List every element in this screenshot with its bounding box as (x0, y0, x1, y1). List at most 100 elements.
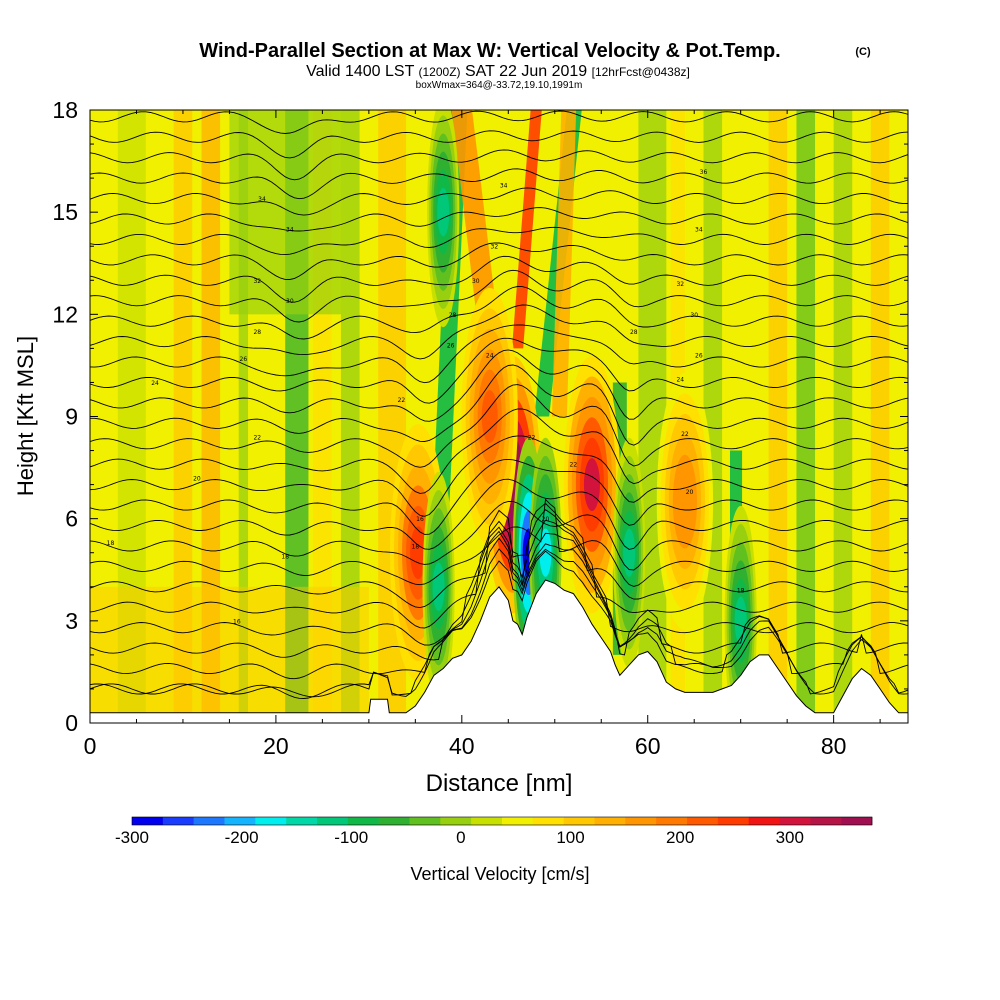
theta-contour-label: 18 (107, 540, 115, 547)
y-tick-label: 9 (65, 404, 78, 430)
theta-contour-line (90, 435, 908, 517)
y-axis-label: Height [Kft MSL] (13, 336, 38, 496)
theta-contour-label: 28 (449, 312, 457, 319)
updraft-cell (583, 458, 600, 512)
subtitle-forecast: [12hrFcst@0438z] (592, 65, 690, 79)
field-band (238, 110, 249, 723)
colorbar-ticks: -300 -200 -100 0 100 200 300 (115, 828, 804, 847)
theta-contour-line (90, 458, 908, 535)
downdraft-cell (432, 562, 445, 611)
colorbar-swatch (563, 817, 595, 825)
field-band (173, 110, 193, 723)
theta-contour-label: 36 (700, 169, 708, 176)
updraft-cell (410, 526, 427, 580)
theta-contour-line (90, 286, 908, 340)
theta-contour-line (90, 304, 908, 360)
theta-contour-label: 30 (286, 298, 294, 305)
theta-contour-label: 20 (542, 516, 550, 523)
downdraft-cell (539, 528, 552, 577)
field-band (117, 110, 146, 723)
field-background (90, 110, 908, 723)
subtitle-date: SAT 22 Jun 2019 (465, 63, 587, 80)
theta-contour-line (90, 349, 908, 422)
chart-title: Wind-Parallel Section at Max W: Vertical… (199, 40, 780, 62)
colorbar-swatch (841, 817, 873, 825)
downdraft-cell (623, 528, 636, 577)
theta-contour-label: 20 (193, 475, 201, 482)
theta-contour-line (90, 498, 908, 587)
theta-contour-line (90, 324, 908, 384)
theta-contour-label: 32 (491, 244, 499, 251)
colorbar-swatch (409, 817, 441, 825)
vertical-velocity-field: 34 34 32 30 28 26 24 22 22 20 18 18 16 34 32 30 28 26 24 22… (90, 110, 908, 723)
theta-contour-label: 16 (416, 516, 424, 523)
theta-contour-label: 26 (695, 353, 703, 360)
theta-contour-label: 30 (690, 312, 698, 319)
chart-title-mark: (C) (855, 46, 871, 58)
colorbar-swatch (656, 817, 688, 825)
theta-contour-label: 22 (570, 462, 578, 469)
theta-contour-line (90, 502, 908, 609)
theta-contour-label: 24 (151, 380, 159, 387)
y-tick-label: 0 (65, 710, 78, 736)
theta-contour-line (90, 519, 908, 646)
theta-contour-label: 34 (286, 227, 294, 234)
theta-contour-label: 34 (500, 182, 508, 189)
subtitle-utc: (1200Z) (419, 65, 461, 79)
colorbar-swatch (347, 817, 379, 825)
updraft-cell (481, 390, 498, 443)
field-band (340, 110, 360, 723)
theta-contour-label: 32 (253, 278, 261, 285)
field-band (90, 586, 369, 723)
theta-contour-label: 18 (281, 554, 289, 561)
colorbar-swatch (625, 817, 657, 825)
colorbar-swatch (471, 817, 503, 825)
colorbar-tick-label: 100 (556, 828, 584, 847)
theta-contour-line (90, 408, 908, 494)
theta-contour-line (90, 226, 908, 256)
colorbar-label: Vertical Velocity [cm/s] (410, 864, 589, 884)
colorbar-swatch (255, 817, 287, 825)
colorbar-swatch (717, 817, 749, 825)
x-axis: 0 20 40 60 80 (84, 110, 881, 759)
colorbar-swatch (810, 817, 842, 825)
theta-contour-label: 18 (412, 543, 420, 550)
theta-contour-label: 28 (630, 329, 638, 336)
colorbar-swatch (502, 817, 534, 825)
theta-contour-line (90, 337, 908, 404)
field-band (703, 110, 723, 723)
colorbar (131, 816, 873, 826)
colorbar-swatch (440, 817, 472, 825)
theta-contour-labels: 34 34 32 30 28 26 24 22 22 20 18 18 16 34 32 30 28 26 24 22… (107, 169, 745, 626)
colorbar-tick-label: 300 (776, 828, 804, 847)
colorbar-swatch (162, 817, 194, 825)
theta-contour-line (90, 269, 908, 323)
chart-subtitle-box: boxWmax=364@-33.72,19.10,1991m (416, 80, 583, 91)
terrain (90, 579, 908, 723)
theta-contour-line (90, 149, 908, 181)
colorbar-swatch (779, 817, 811, 825)
theta-contour-label: 24 (676, 377, 684, 384)
theta-contour-line (90, 110, 908, 134)
theta-contour-line (90, 500, 908, 571)
subtitle-valid: Valid 1400 LST (306, 63, 414, 80)
theta-contour-label: 18 (737, 588, 745, 595)
velocity-column (512, 110, 542, 349)
y-tick-label: 12 (52, 301, 78, 327)
theta-contour-label: 20 (686, 489, 694, 496)
theta-contour-line (90, 130, 908, 159)
field-band (870, 110, 890, 723)
theta-contour-line (90, 509, 908, 629)
colorbar-swatch (193, 817, 225, 825)
colorbar-swatch (594, 817, 626, 825)
y-tick-label: 18 (52, 97, 78, 123)
theta-contour-label: 28 (253, 329, 261, 336)
colorbar-swatch (378, 817, 410, 825)
theta-contour-label: 32 (676, 281, 684, 288)
colorbar-swatch (687, 817, 719, 825)
theta-contour-line (90, 384, 908, 468)
colorbar-swatch (224, 817, 256, 825)
colorbar-swatch (286, 817, 318, 825)
updraft-cell (676, 475, 693, 529)
